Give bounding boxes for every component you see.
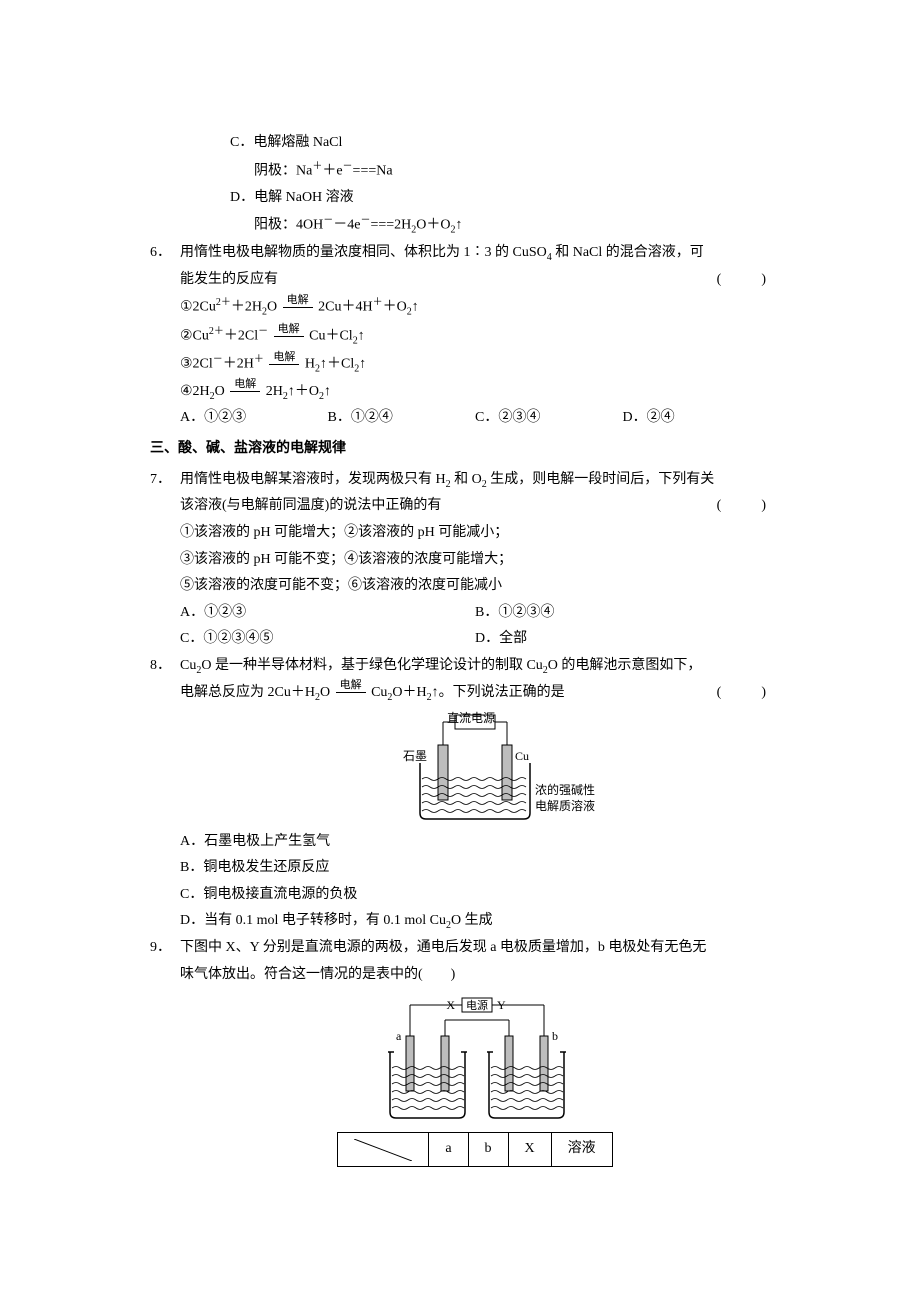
option-d: D．②④ [623, 405, 771, 432]
label-cu: Cu [515, 745, 529, 768]
option-label: C． [230, 135, 253, 150]
option-b: B．①②④ [328, 405, 476, 432]
option-a: A．石墨电极上产生氢气 [180, 829, 770, 856]
question-number: 9． [150, 935, 180, 1175]
question-6: 6． 用惰性电极电解物质的量浓度相同、体积比为 1∶3 的 CuSO4 和 Na… [150, 240, 770, 432]
q5-option-d: D．电解 NaOH 溶液 [230, 185, 770, 212]
option-b: B．①②③④ [475, 600, 770, 627]
q5-option-d-eq: 阳极：4OH－－4e－===2H2O＋O2↑ [254, 211, 770, 239]
label-electrolyte-2: 电解质溶液 [535, 795, 595, 818]
question-stem-line2: 能发生的反应有( ) [180, 267, 770, 294]
table-header-solution: 溶液 [551, 1133, 612, 1167]
option-d: D．当有 0.1 mol 电子转移时，有 0.1 mol Cu2O 生成 [180, 908, 770, 935]
q9-diagram: X Y [180, 994, 770, 1124]
electrolysis-symbol: 电解 [230, 379, 260, 404]
electrolysis-symbol: 电解 [269, 352, 299, 377]
answer-blank: ( ) [717, 493, 770, 520]
diagonal-line-icon [354, 1139, 412, 1161]
q5-continuation: C．电解熔融 NaCl 阴极：Na＋＋e－===Na D．电解 NaOH 溶液 … [150, 130, 770, 240]
label-a: a [396, 1029, 402, 1043]
option-c: C．①②③④⑤ [180, 626, 475, 653]
two-beaker-electrolysis-icon: X Y [360, 994, 590, 1124]
question-stem-line1: 下图中 X、Y 分别是直流电源的两极，通电后发现 a 电极质量增加，b 电极处有… [180, 935, 770, 962]
question-number: 8． [150, 653, 180, 935]
label-graphite: 石墨 [403, 745, 427, 768]
table-header-b: b [468, 1133, 508, 1167]
q5-option-c-eq: 阴极：Na＋＋e－===Na [254, 157, 770, 185]
equation-3: ③2Cl－＋2H＋ 电解 H2↑＋Cl2↑ [180, 350, 770, 378]
statement-line-2: ③该溶液的 pH 可能不变；④该溶液的浓度可能增大； [180, 547, 770, 574]
option-c: C．铜电极接直流电源的负极 [180, 882, 770, 909]
answer-blank: ( ) [717, 680, 770, 707]
option-b: B．铜电极发生还原反应 [180, 855, 770, 882]
table-header-a: a [429, 1133, 468, 1167]
q9-table: a b X 溶液 [337, 1132, 612, 1167]
option-a: A．①②③ [180, 405, 328, 432]
statement-line-1: ①该溶液的 pH 可能增大；②该溶液的 pH 可能减小； [180, 520, 770, 547]
question-number: 6． [150, 240, 180, 432]
equation-1: ①2Cu2＋＋2H2O 电解 2Cu＋4H＋＋O2↑ [180, 293, 770, 321]
text: 电解 NaOH 溶液 [254, 190, 354, 205]
equation-4: ④2H2O 电解 2H2↑＋O2↑ [180, 379, 770, 406]
question-stem: 用惰性电极电解某溶液时，发现两极只有 H2 和 O2 生成，则电解一段时间后，下… [180, 467, 770, 494]
answer-blank: ( ) [717, 267, 770, 294]
question-9: 9． 下图中 X、Y 分别是直流电源的两极，通电后发现 a 电极质量增加，b 电… [150, 935, 770, 1175]
label-b: b [552, 1029, 558, 1043]
table-header-x: X [508, 1133, 551, 1167]
electrolysis-symbol: 电解 [336, 680, 366, 705]
section-heading-3: 三、酸、碱、盐溶液的电解规律 [150, 436, 770, 463]
option-c: C．②③④ [475, 405, 623, 432]
electrolysis-symbol: 电解 [283, 295, 313, 320]
options-row-2: C．①②③④⑤ D．全部 [180, 626, 770, 653]
statement-line-3: ⑤该溶液的浓度可能不变；⑥该溶液的浓度可能减小 [180, 573, 770, 600]
label-power: 直流电源 [447, 707, 495, 730]
options-row-1: A．①②③ B．①②③④ [180, 600, 770, 627]
option-a: A．①②③ [180, 600, 475, 627]
equation-2: ②Cu2＋＋2Cl－ 电解 Cu＋Cl2↑ [180, 322, 770, 350]
question-stem: Cu2O 是一种半导体材料，基于绿色化学理论设计的制取 Cu2O 的电解池示意图… [180, 653, 770, 680]
label-power: 电源 [466, 998, 488, 1012]
question-7: 7． 用惰性电极电解某溶液时，发现两极只有 H2 和 O2 生成，则电解一段时间… [150, 467, 770, 653]
question-stem-line2: 味气体放出。符合这一情况的是表中的( ) [180, 962, 770, 989]
option-label: D． [230, 190, 254, 205]
question-8: 8． Cu2O 是一种半导体材料，基于绿色化学理论设计的制取 Cu2O 的电解池… [150, 653, 770, 935]
electrolysis-symbol: 电解 [274, 324, 304, 349]
text: 电解熔融 NaCl [253, 135, 342, 150]
q5-option-c: C．电解熔融 NaCl [230, 130, 770, 157]
question-stem-line2: 该溶液(与电解前同温度)的说法中正确的有( ) [180, 493, 770, 520]
options-row: A．①②③ B．①②④ C．②③④ D．②④ [180, 405, 770, 432]
question-stem: 用惰性电极电解物质的量浓度相同、体积比为 1∶3 的 CuSO4 和 NaCl … [180, 240, 770, 267]
question-stem-line2: 电解总反应为 2Cu＋H2O 电解 Cu2O＋H2↑。下列说法正确的是( ) [180, 680, 770, 707]
question-number: 7． [150, 467, 180, 653]
table-row: a b X 溶液 [338, 1133, 612, 1167]
option-d: D．全部 [475, 626, 770, 653]
table-header-blank [338, 1133, 429, 1167]
q8-diagram: 直流电源 石墨 Cu 浓的强碱性 电解质溶液 [180, 713, 770, 829]
